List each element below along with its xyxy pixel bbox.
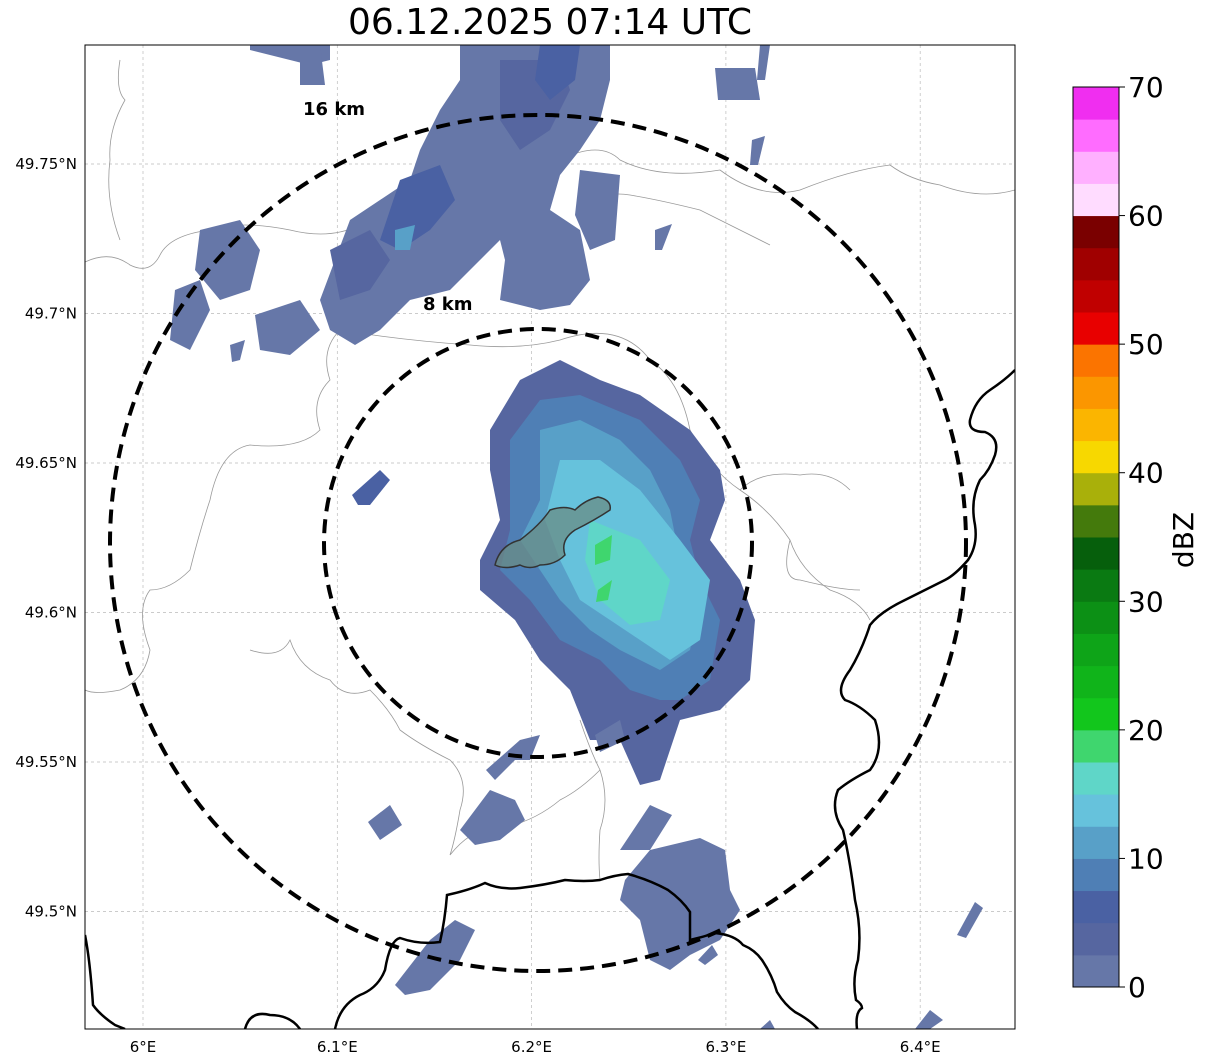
lon-tick-label: 6.1°E — [317, 1038, 358, 1056]
colorbar-segment — [1073, 858, 1119, 892]
colorbar-segment — [1073, 794, 1119, 827]
lat-tick-label: 49.55°N — [15, 753, 77, 771]
colorbar-segment — [1073, 954, 1119, 988]
plot-frame — [84, 44, 1016, 1030]
ring-label-8km: 8 km — [423, 294, 473, 315]
colorbar-tick-label: 40 — [1128, 457, 1164, 490]
colorbar-segment — [1073, 215, 1119, 249]
colorbar-segment — [1073, 279, 1119, 313]
country-borders — [85, 369, 1015, 1029]
colorbar-segment — [1073, 376, 1119, 409]
gridlines — [85, 45, 1015, 1029]
range-rings — [108, 113, 968, 973]
colorbar-segment — [1073, 537, 1119, 570]
colorbar-tick-label: 70 — [1128, 71, 1164, 104]
colorbar-segment — [1073, 569, 1119, 602]
lat-tick-label: 49.7°N — [25, 305, 77, 323]
colorbar-segment — [1073, 440, 1119, 474]
ring-label-16km: 16 km — [303, 99, 365, 120]
colorbar-segment — [1073, 922, 1119, 956]
colorbar-segment — [1073, 504, 1119, 538]
colorbar-tick-label: 0 — [1128, 971, 1146, 1004]
colorbar-segment — [1073, 408, 1119, 442]
colorbar-segment — [1073, 729, 1119, 763]
colorbar-segment — [1073, 762, 1119, 795]
colorbar-tick-label: 60 — [1128, 200, 1164, 233]
colorbar-segment — [1073, 247, 1119, 281]
colorbar-segment — [1073, 344, 1119, 377]
lon-tick-label: 6.3°E — [705, 1038, 746, 1056]
colorbar-segment — [1073, 183, 1119, 217]
colorbar — [1072, 86, 1120, 988]
colorbar-tick-label: 10 — [1128, 842, 1164, 875]
colorbar-tick-label: 50 — [1128, 328, 1164, 361]
colorbar-segment — [1073, 633, 1119, 667]
latitude-tick-labels: 49.75°N 49.7°N 49.65°N 49.6°N 49.55°N 49.5°N — [15, 155, 77, 921]
lon-tick-label: 6°E — [130, 1038, 157, 1056]
colorbar-frame — [1072, 86, 1120, 988]
radar-echoes — [170, 45, 983, 1029]
lon-tick-label: 6.4°E — [900, 1038, 941, 1056]
thin-boundaries — [85, 59, 1015, 881]
colorbar-segment — [1073, 697, 1119, 731]
colorbar-segment — [1073, 826, 1119, 859]
lat-tick-label: 49.65°N — [15, 454, 77, 472]
lat-tick-label: 49.75°N — [15, 155, 77, 173]
colorbar-segment — [1073, 312, 1119, 345]
colorbar-segment — [1073, 151, 1119, 184]
colorbar-segment — [1073, 472, 1119, 506]
colorbar-label: dBZ — [1167, 512, 1200, 568]
colorbar-segment — [1073, 601, 1119, 634]
lat-tick-label: 49.5°N — [25, 903, 77, 921]
range-ring-8km — [322, 327, 754, 759]
colorbar-segment — [1073, 890, 1119, 924]
lat-tick-label: 49.6°N — [25, 604, 77, 622]
lon-tick-label: 6.2°E — [511, 1038, 552, 1056]
colorbar-segment — [1073, 119, 1119, 152]
colorbar-tick-label: 20 — [1128, 714, 1164, 747]
map-title: 06.12.2025 07:14 UTC — [347, 2, 753, 43]
colorbar-segment — [1073, 665, 1119, 699]
area-polygon — [494, 496, 611, 569]
colorbar-segment — [1073, 87, 1119, 120]
colorbar-tick-label: 30 — [1128, 585, 1164, 618]
colorbar-tick-labels: 0 10 20 30 40 50 60 70 — [1119, 71, 1164, 1004]
longitude-tick-labels: 6°E 6.1°E 6.2°E 6.3°E 6.4°E — [130, 1038, 941, 1056]
range-ring-16km — [108, 113, 968, 973]
